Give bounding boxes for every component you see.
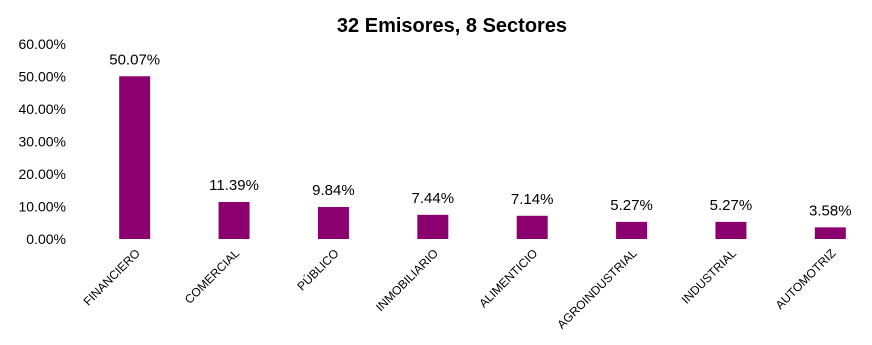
y-tick-label: 0.00% [26,231,66,247]
bar [317,207,349,239]
bar [516,215,548,239]
x-axis-labels: FINANCIERO COMERCIAL PÚBLICO INMOBILIARIO AL… [81,246,839,332]
data-label: 5.27% [710,197,753,214]
y-tick-label: 50.00% [19,69,66,85]
data-label: 9.84% [312,182,355,199]
y-tick-label: 60.00% [19,36,66,52]
x-category-label: FINANCIERO [81,246,143,308]
data-label: 5.27% [610,197,653,214]
data-label: 7.14% [511,191,554,208]
y-tick-label: 20.00% [19,166,66,182]
bars [119,76,846,240]
y-tick-label: 10.00% [19,199,66,215]
x-category-label: INMOBILIARIO [373,246,441,314]
data-label: 7.44% [412,190,455,207]
x-category-label: AGROINDUSTRIAL [554,246,640,332]
x-category-label: INDUSTRIAL [679,246,740,307]
x-category-label: AUTOMOTRIZ [773,246,839,312]
y-tick-label: 40.00% [19,101,66,117]
bar [417,214,449,239]
chart-title: 32 Emisores, 8 Sectores [337,15,567,37]
bar [814,227,846,239]
bar [218,201,250,239]
data-label: 11.39% [209,177,259,194]
bar [616,221,648,239]
y-axis-ticks: 0.00% 10.00% 20.00% 30.00% 40.00% 50.00% 60.00… [19,36,66,247]
data-labels: 50.07% 11.39% 9.84% 7.44% 7.14% 5.27% 5.27% 3.5… [109,51,851,219]
data-label: 3.58% [809,202,852,219]
bar [119,76,151,240]
y-tick-label: 30.00% [19,134,66,150]
x-category-label: PÚBLICO [294,246,342,294]
x-category-label: ALIMENTICIO [476,246,540,310]
x-category-label: COMERCIAL [182,246,243,307]
data-label: 50.07% [109,51,160,68]
bar [715,221,747,239]
